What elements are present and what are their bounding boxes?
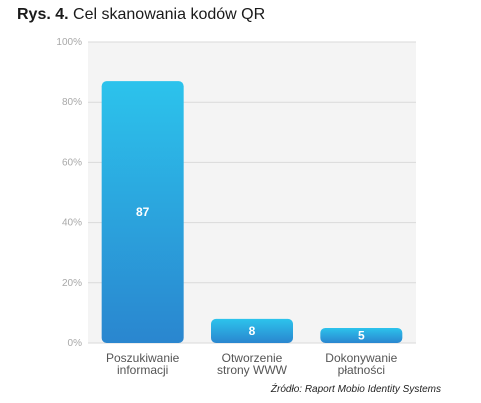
y-tick-label: 60% <box>62 157 82 168</box>
bar <box>320 327 403 343</box>
y-tick-label: 40% <box>62 218 82 229</box>
category-label: Poszukiwanie <box>106 351 180 365</box>
category-label: Dokonywanie <box>325 351 397 365</box>
category-label: strony WWW <box>217 363 288 377</box>
category-label: Otworzenie <box>222 351 283 365</box>
bar <box>211 318 293 343</box>
y-tick-label: 100% <box>56 37 82 48</box>
figure-title-text: Cel skanowania kodów QR <box>73 6 266 23</box>
y-tick-label: 0% <box>68 338 83 349</box>
y-tick-label: 80% <box>62 97 82 108</box>
category-label: informacji <box>117 363 168 377</box>
source-note: Źródło: Raport Mobio Identity Systems <box>270 384 441 395</box>
figure-title: Rys. 4. Cel skanowania kodów QR <box>17 6 265 24</box>
bar-data-label: 87 <box>136 205 150 219</box>
y-tick-label: 20% <box>62 278 82 289</box>
figure-label: Rys. 4. <box>17 6 69 23</box>
bar <box>101 81 184 343</box>
bar-data-label: 8 <box>249 324 256 338</box>
category-label: płatności <box>338 363 385 377</box>
bar-data-label: 5 <box>358 328 365 342</box>
